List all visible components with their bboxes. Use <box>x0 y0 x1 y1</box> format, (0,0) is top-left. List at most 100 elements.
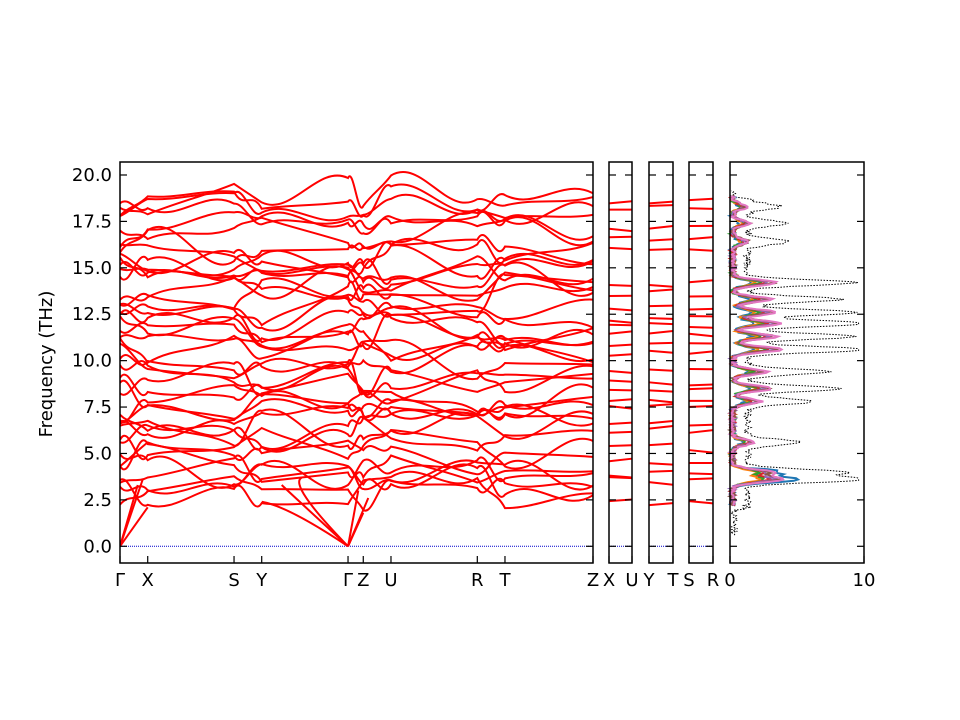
band-line <box>120 384 593 424</box>
band-line <box>648 403 674 407</box>
band-line <box>120 225 593 266</box>
band-line <box>608 444 633 448</box>
x-tick-label: Z <box>357 570 369 591</box>
band-lines <box>648 200 674 547</box>
band-line <box>648 398 674 404</box>
band-line <box>648 248 674 251</box>
band-line <box>688 326 714 329</box>
x-tick-label: Y <box>643 570 656 591</box>
band-line <box>608 330 633 335</box>
panel-frame <box>648 161 674 564</box>
band-line <box>120 295 593 332</box>
band-line <box>688 423 714 427</box>
x-tick-label: X <box>603 570 615 591</box>
band-line <box>608 343 633 348</box>
band-line <box>608 370 633 374</box>
band-line <box>120 187 593 222</box>
band-line <box>648 330 674 335</box>
band-line <box>608 307 633 312</box>
acoustic-branch <box>261 500 349 548</box>
band-line <box>120 171 593 216</box>
y-tick-label: 12.5 <box>72 304 112 325</box>
y-tick-label: 0.0 <box>83 536 112 557</box>
acoustic-branch <box>120 479 144 547</box>
band-lines <box>120 171 593 548</box>
y-tick-label: 20.0 <box>72 165 112 186</box>
dos-panel-frame <box>729 161 865 564</box>
band-line <box>688 429 714 434</box>
band-line <box>648 317 674 320</box>
band-line <box>120 198 593 235</box>
x-tick-label: Γ <box>115 570 125 591</box>
band-line <box>688 248 714 252</box>
x-tick-label: U <box>625 570 638 591</box>
band-line <box>608 319 633 324</box>
band-line <box>688 332 714 338</box>
band-line <box>648 389 674 393</box>
band-line <box>608 430 633 434</box>
x-tick-label: U <box>384 570 397 591</box>
band-line <box>120 408 593 450</box>
band-line <box>688 477 714 481</box>
acoustic-branch <box>298 476 349 547</box>
band-line <box>688 500 714 505</box>
band-line <box>120 454 593 491</box>
band-line <box>648 381 674 386</box>
band-line <box>608 421 633 426</box>
band-line <box>688 387 714 391</box>
band-line <box>120 470 593 510</box>
band-line <box>120 338 593 380</box>
band-line <box>648 238 674 242</box>
y-tick-label: 7.5 <box>83 397 112 418</box>
band-line <box>648 341 674 345</box>
band-lines <box>608 200 633 547</box>
band-line <box>120 275 593 302</box>
dos-panel: 0 10 <box>724 161 876 591</box>
band-line <box>120 439 593 484</box>
x-tick-label: T <box>498 570 511 591</box>
acoustic-branch <box>281 484 349 548</box>
band-line <box>648 200 674 205</box>
band-line <box>120 395 593 439</box>
x-tick-label: Z <box>587 570 599 591</box>
band-line <box>608 235 633 239</box>
band-line <box>688 449 714 454</box>
band-line <box>120 183 593 220</box>
band-line <box>120 234 593 275</box>
x-tick-label: Y <box>255 570 268 591</box>
band-panel-main <box>120 171 593 548</box>
band-lines <box>688 197 714 547</box>
band-line <box>648 419 674 425</box>
x-tick-label: X <box>142 570 154 591</box>
band-line <box>688 472 714 476</box>
band-line <box>120 305 593 349</box>
x-tick-label: Γ <box>343 570 353 591</box>
band-line <box>648 284 674 288</box>
band-line <box>648 469 674 473</box>
band-line <box>688 197 714 202</box>
band-line <box>120 241 593 281</box>
band-line <box>608 227 633 233</box>
band-line <box>120 273 593 318</box>
dos-total-line <box>729 190 860 536</box>
band-line <box>608 398 633 402</box>
band-line <box>608 474 633 479</box>
band-line <box>120 379 593 422</box>
y-tick-label: 15.0 <box>72 258 112 279</box>
band-line <box>688 236 714 241</box>
y-tick-label: 10.0 <box>72 351 112 372</box>
panel-frame <box>688 161 714 564</box>
panel-frame <box>608 161 633 564</box>
band-line <box>648 425 674 430</box>
band-line <box>120 475 593 512</box>
band-line <box>120 340 593 376</box>
y-tick-labels: 0.0 2.5 5.0 7.5 10.0 12.5 15.0 17.5 20.0 <box>72 165 112 557</box>
acoustic-branch <box>347 490 360 547</box>
band-line <box>648 368 674 372</box>
band-panels: Γ X S Y Γ Z U R T Z X U Y T S R0.02.55.07.510.012.515.0… <box>72 161 719 591</box>
band-line <box>120 403 593 453</box>
dos-x-tick-label: 10 <box>853 570 876 591</box>
